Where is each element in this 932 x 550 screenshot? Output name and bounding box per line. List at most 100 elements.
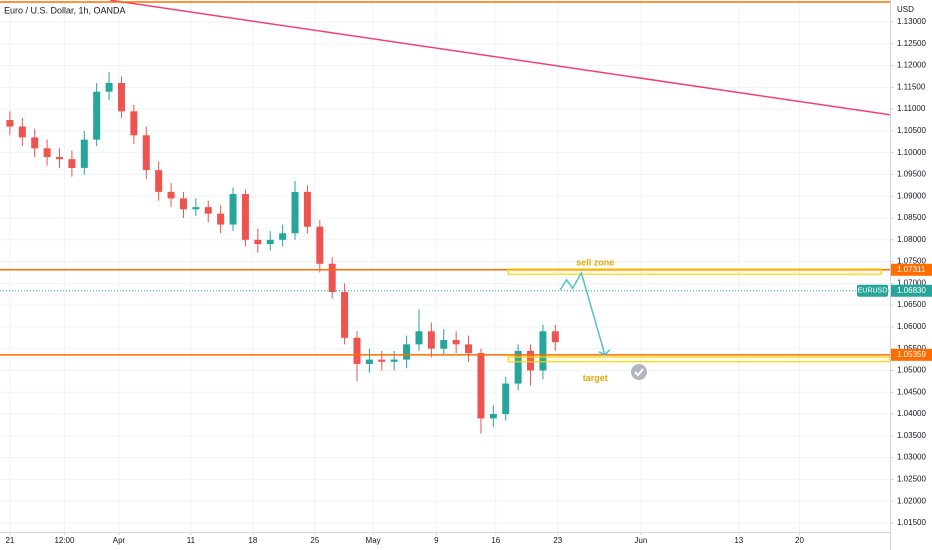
candle-body: [341, 292, 349, 338]
y-tick-label: 1.09000: [897, 191, 926, 200]
y-tick-label: 1.04000: [897, 409, 926, 418]
zone-label: sell zone: [576, 257, 614, 267]
candle-body: [477, 353, 485, 419]
check-icon: [631, 364, 647, 380]
candle-body: [465, 344, 473, 354]
y-tick-label: 1.08000: [897, 235, 926, 244]
candle-body: [303, 191, 311, 227]
candle-body: [130, 111, 138, 136]
y-tick-label: 1.11500: [897, 82, 926, 91]
price-tag: [891, 284, 932, 297]
y-tick-label: 1.02500: [897, 474, 926, 483]
projection-arrowhead: [598, 349, 611, 356]
y-tick-label: 1.10500: [897, 126, 926, 135]
candle-body: [279, 233, 287, 240]
y-tick-label: 1.06000: [897, 322, 926, 331]
candle-body: [229, 194, 237, 225]
candle-body: [489, 414, 497, 419]
candle-body: [55, 157, 63, 160]
candle-body: [93, 91, 101, 140]
candle-body: [328, 263, 336, 293]
y-tick-label: 1.02000: [897, 496, 926, 505]
x-tick-label: 13: [734, 536, 743, 545]
candle-body: [192, 207, 200, 210]
candle-body: [427, 331, 435, 349]
x-tick-label: 9: [434, 536, 439, 545]
y-tick-label: 1.10000: [897, 148, 926, 157]
y-tick-label: 1.07000: [897, 278, 926, 287]
candle-body: [291, 191, 299, 234]
price-tag-text: 1.07311: [897, 265, 926, 274]
price-tag: [891, 348, 932, 361]
candle-body: [18, 126, 26, 138]
candle-body: [31, 137, 39, 149]
candle-body: [142, 135, 150, 171]
price-tag-text: 1.05359: [897, 350, 926, 359]
y-tick-label: 1.12000: [897, 61, 926, 70]
candle-body: [403, 344, 411, 360]
candle-body: [539, 331, 547, 371]
candle-body: [415, 331, 423, 345]
x-tick-label: 21: [5, 536, 14, 545]
candle-body: [452, 339, 460, 345]
y-tick-label: 1.03000: [897, 453, 926, 462]
x-tick-label: 23: [553, 536, 562, 545]
chart-title: Euro / U.S. Dollar, 1h, OANDA: [4, 5, 126, 15]
y-tick-label: 1.06500: [897, 300, 926, 309]
price-tag-text: 1.06830: [897, 286, 926, 295]
grid: [0, 0, 890, 532]
candle-body: [204, 207, 212, 214]
y-tick-label: 1.04500: [897, 387, 926, 396]
candle-body: [254, 239, 262, 245]
x-tick-label: 18: [248, 536, 257, 545]
y-tick-label: 1.07500: [897, 257, 926, 266]
x-tick-label: 11: [187, 536, 196, 545]
currency-label: USD: [897, 5, 914, 14]
x-tick-label: 20: [795, 536, 804, 545]
x-tick-label: Jun: [634, 536, 647, 545]
candle-body: [378, 359, 386, 362]
price-tag: [891, 263, 932, 276]
candle-body: [80, 139, 88, 168]
candle-body: [266, 239, 274, 245]
x-tick-label: 25: [310, 536, 319, 545]
y-tick-label: 1.01500: [897, 518, 926, 527]
y-tick-label: 1.13000: [897, 17, 926, 26]
candle-body: [353, 337, 361, 364]
candle-body: [105, 82, 113, 92]
candle-body: [440, 339, 448, 349]
candle-body: [179, 198, 187, 210]
zone: [507, 268, 882, 275]
check-mark: [634, 368, 644, 377]
candle-body: [551, 331, 559, 343]
y-tick-label: 1.05000: [897, 366, 926, 375]
y-tick-label: 1.08500: [897, 213, 926, 222]
candle-body: [514, 350, 522, 384]
candle-body: [390, 359, 398, 362]
zone-label: target: [583, 373, 608, 383]
y-tick-label: 1.09500: [897, 170, 926, 179]
y-tick-label: 1.03500: [897, 431, 926, 440]
candle-body: [68, 159, 76, 168]
candle-body: [527, 350, 535, 371]
x-tick-label: May: [366, 536, 381, 545]
x-tick-label: Apr: [113, 536, 126, 545]
symbol-tag: [857, 284, 888, 297]
candle-body: [502, 383, 510, 415]
trend-line: [110, 0, 891, 116]
zone: [507, 356, 891, 363]
candle-body: [217, 213, 225, 225]
x-tick-label: 16: [491, 536, 500, 545]
candle-body: [167, 191, 175, 199]
candle-body: [43, 148, 51, 158]
candle-body: [365, 359, 373, 364]
projection-path: [559, 270, 606, 356]
candle-body: [241, 194, 249, 240]
y-tick-label: 1.11000: [897, 104, 926, 113]
x-tick-label: 12:00: [54, 536, 75, 545]
plot: [0, 0, 891, 434]
candle-body: [6, 120, 14, 127]
candle-body: [117, 82, 125, 112]
